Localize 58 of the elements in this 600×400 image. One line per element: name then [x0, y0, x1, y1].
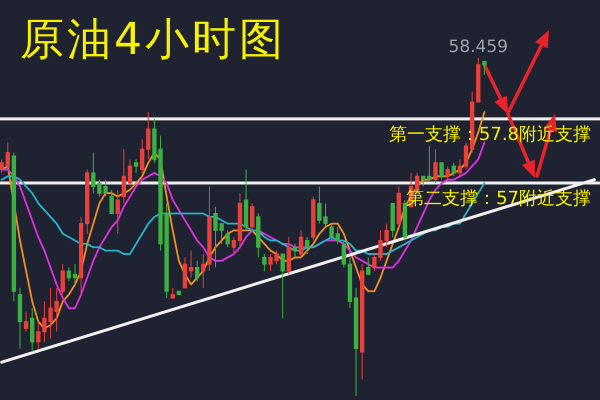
- candlestick: [342, 240, 346, 268]
- candlestick: [286, 236, 292, 275]
- candlestick: [30, 308, 34, 353]
- candlestick: [482, 60, 487, 76]
- candlestick: [213, 206, 218, 268]
- candlestick: [60, 264, 65, 296]
- candlestick: [458, 158, 462, 177]
- candlestick: [36, 321, 40, 350]
- candlestick: [54, 287, 59, 332]
- candlestick: [122, 148, 126, 204]
- candlestick: [292, 243, 298, 258]
- candlestick: [18, 287, 22, 350]
- candlestick: [390, 202, 395, 238]
- candlestick: [298, 230, 304, 258]
- candlestick: [188, 250, 194, 278]
- chart-title: 原油4小时图: [20, 14, 286, 65]
- candlestick: [360, 264, 364, 380]
- candlestick: [116, 189, 120, 234]
- candlestick: [72, 264, 78, 285]
- candlestick: [354, 287, 358, 396]
- candlestick: [250, 202, 254, 231]
- candlestick: [396, 186, 401, 228]
- candlestick: [256, 212, 260, 258]
- candlestick: [439, 162, 444, 180]
- candlestick: [152, 118, 157, 164]
- candlestick: [232, 236, 236, 255]
- candlestick: [452, 162, 456, 177]
- candlestick: [176, 290, 182, 296]
- candlestick: [195, 260, 200, 282]
- candlestick: [384, 223, 389, 248]
- candlestick: [170, 287, 175, 298]
- candlestick: [134, 158, 138, 174]
- candlestick: [433, 148, 438, 184]
- candlestick: [12, 152, 16, 302]
- candlestick: [42, 300, 47, 342]
- candlestick: [24, 311, 28, 332]
- candlestick: [219, 223, 224, 244]
- candlestick: [311, 196, 316, 242]
- candlestick: [304, 236, 310, 255]
- candlestick: [268, 254, 273, 272]
- candlestick: [48, 287, 53, 340]
- candlestick: [128, 158, 132, 187]
- candlestick: [274, 250, 279, 265]
- annotation: 58.459: [448, 37, 508, 57]
- candlestick: [226, 230, 230, 248]
- candlestick: [103, 179, 108, 198]
- candlestick: [262, 254, 267, 272]
- candlestick: [366, 256, 370, 275]
- candlestick: [280, 254, 285, 319]
- candlestick: [66, 267, 72, 282]
- candlestick: [378, 230, 383, 262]
- candlestick: [372, 254, 377, 272]
- candlestick: [109, 189, 114, 214]
- candlestick: [244, 169, 248, 231]
- candlestick: [446, 166, 450, 180]
- candlestick: [323, 202, 328, 228]
- candlestick: [164, 202, 169, 298]
- candlestick: [317, 186, 322, 224]
